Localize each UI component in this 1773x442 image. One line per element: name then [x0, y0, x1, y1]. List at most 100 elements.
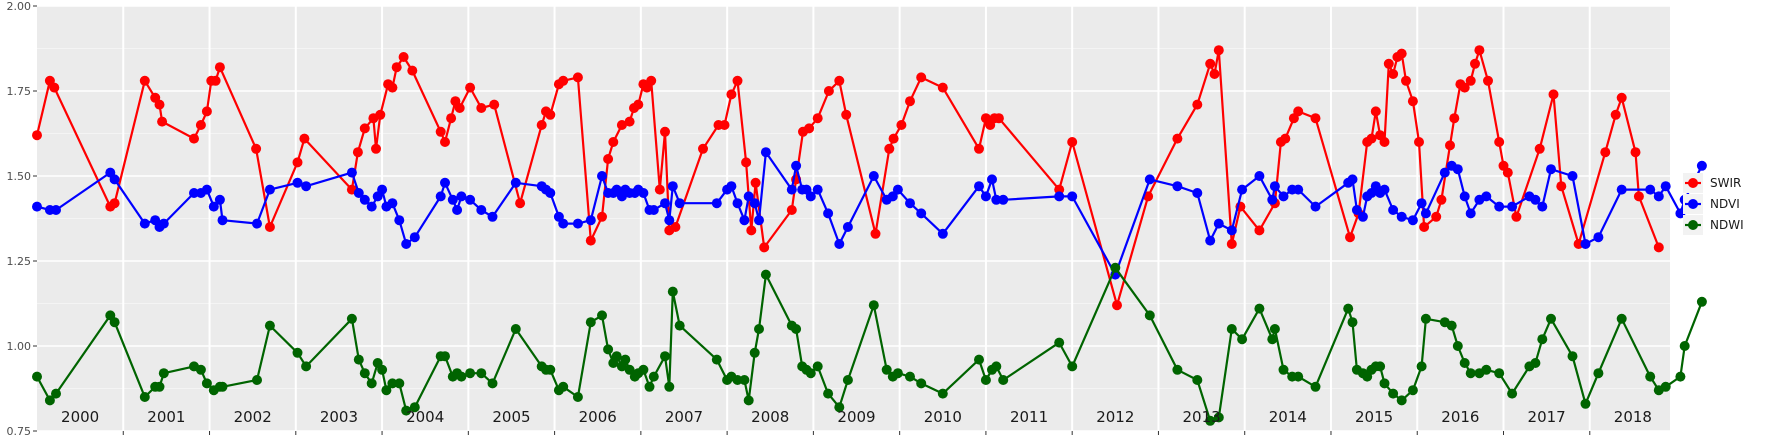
swir-point	[264, 222, 275, 232]
ndvi-point	[732, 198, 743, 209]
y-tick-label: 2.00	[7, 0, 32, 13]
ndwi-point	[1416, 361, 1427, 372]
ndwi-point	[359, 368, 370, 379]
swir-point	[974, 143, 984, 154]
swir-point	[1379, 137, 1390, 147]
ndvi-point	[786, 184, 797, 195]
ndwi-point	[252, 375, 262, 385]
ndwi-point	[1347, 317, 1358, 328]
legend-key-point	[1688, 199, 1698, 209]
ndvi-point	[359, 194, 370, 205]
ndvi-point	[435, 191, 446, 202]
swir-point	[1383, 58, 1394, 69]
y-tick-label: 1.25	[7, 255, 32, 268]
swir-point	[608, 137, 619, 147]
ndwi-point	[201, 378, 212, 389]
legend-label-ndvi: NDVI	[1710, 197, 1740, 211]
ndwi-point	[1144, 310, 1155, 321]
swir-point	[407, 65, 418, 76]
ndwi-point	[648, 371, 659, 382]
ndwi-point	[664, 381, 675, 392]
swir-point	[440, 137, 450, 147]
ndwi-point	[1343, 303, 1354, 314]
ndvi-point	[252, 218, 262, 229]
ndvi-point	[791, 160, 802, 171]
ndvi-point	[1351, 205, 1362, 215]
ndwi-point	[1679, 341, 1690, 351]
swir-point	[375, 109, 386, 120]
ndvi-point	[805, 191, 816, 202]
ndwi-point	[834, 402, 845, 413]
ndvi-point	[664, 215, 675, 226]
ndwi-point	[1407, 385, 1418, 396]
swir-point	[536, 120, 547, 130]
swir-point	[1205, 58, 1216, 69]
legend-label-ndwi: NDWI	[1710, 218, 1744, 232]
ndwi-point	[1420, 313, 1431, 324]
swir-point	[1401, 75, 1411, 86]
ndvi-point	[109, 174, 120, 185]
swir-point	[1366, 133, 1377, 144]
ndwi-point	[301, 361, 312, 372]
ndvi-point	[214, 194, 225, 205]
ndvi-point	[868, 171, 879, 181]
swir-point	[157, 116, 168, 127]
swir-point	[1067, 137, 1078, 147]
swir-point	[1653, 242, 1664, 253]
ndvi-point	[139, 218, 150, 229]
swir-point	[465, 82, 476, 93]
swir-point	[398, 52, 409, 62]
ndvi-point	[510, 177, 521, 188]
swir-point	[1600, 147, 1611, 158]
ndvi-point	[1580, 239, 1591, 249]
ndvi-point	[1567, 171, 1578, 181]
year-label: 2007	[665, 408, 703, 426]
ndwi-point	[346, 313, 357, 324]
year-label: 2006	[579, 408, 617, 426]
swir-point	[292, 157, 303, 168]
ndvi-point	[387, 198, 398, 209]
ndvi-point	[585, 215, 596, 226]
ndvi-point	[1616, 184, 1627, 195]
swir-point	[1407, 96, 1418, 107]
ndvi-point	[1267, 194, 1278, 205]
ndvi-point	[739, 215, 750, 226]
ndwi-point	[754, 324, 764, 334]
swir-point	[109, 198, 120, 209]
ndwi-point	[739, 375, 750, 385]
axes: 0.75 1.00 1.25 1.50 1.75 2.00 2000 2001 2002 2003…	[7, 0, 1652, 438]
swir-point	[1388, 69, 1399, 79]
swir-point	[1213, 45, 1224, 56]
swir-point	[49, 82, 60, 93]
ndvi-point	[353, 188, 364, 198]
swir-point	[391, 62, 402, 73]
ndvi-point	[401, 239, 412, 249]
swir-point	[1419, 222, 1430, 232]
swir-point	[32, 130, 42, 141]
ndvi-point	[217, 215, 228, 226]
ndwi-point	[1660, 381, 1671, 392]
swir-point	[1616, 92, 1627, 103]
ndvi-point	[1546, 164, 1556, 175]
ndwi-point	[644, 381, 655, 392]
ndwi-point	[1452, 341, 1463, 351]
ndvi-point	[916, 208, 927, 219]
ndwi-point	[892, 368, 903, 379]
ndvi-point	[1645, 184, 1656, 195]
ndwi-point	[881, 364, 892, 375]
ndvi-point	[440, 177, 450, 188]
ndvi-point	[1452, 164, 1463, 175]
ndvi-point	[1226, 225, 1237, 236]
swir-point	[916, 72, 927, 83]
ndvi-point	[366, 201, 377, 212]
ndvi-point	[452, 205, 463, 215]
ndvi-point	[726, 181, 737, 192]
ndwi-point	[805, 368, 816, 379]
ndvi-point	[1237, 184, 1248, 195]
swir-point	[719, 120, 730, 130]
ndwi-point	[32, 371, 42, 382]
swir-point	[660, 126, 670, 137]
swir-point	[210, 75, 221, 86]
year-label: 2017	[1528, 408, 1566, 426]
ndwi-point	[1067, 361, 1078, 372]
